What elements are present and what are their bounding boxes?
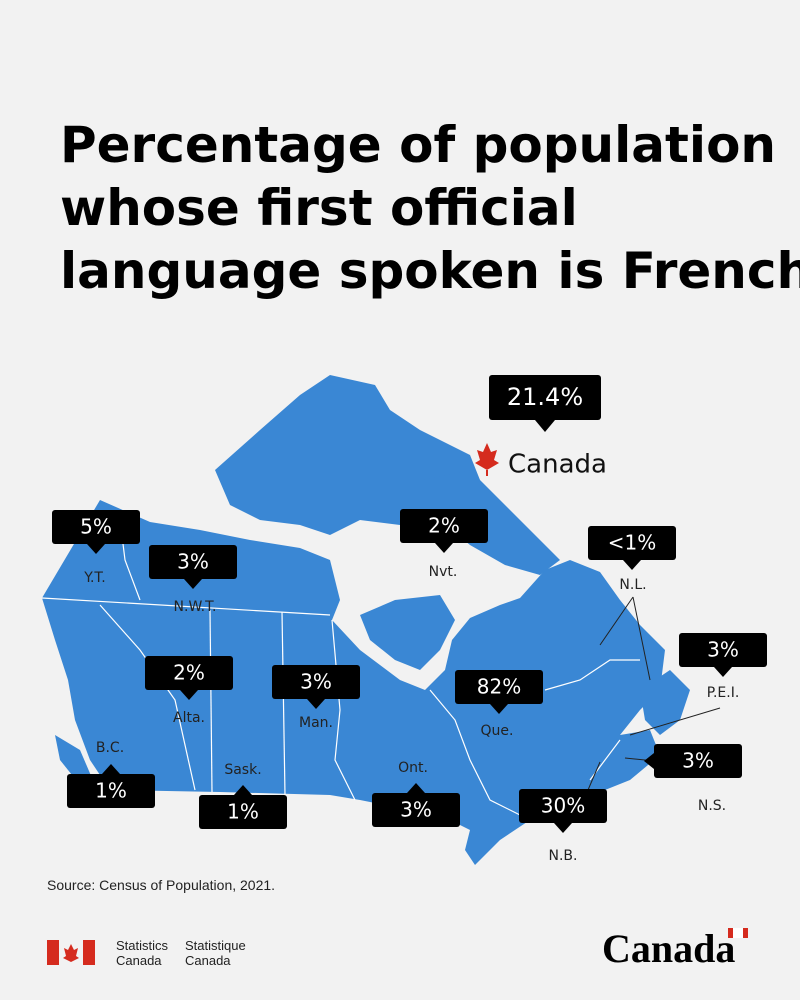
callout-box bbox=[145, 656, 233, 690]
callout-pointer bbox=[490, 704, 508, 714]
title-line: whose first official bbox=[60, 179, 578, 237]
region-name: Y.T. bbox=[83, 570, 106, 586]
region-name: N.B. bbox=[549, 848, 578, 864]
leader-line bbox=[629, 707, 721, 736]
callout-box bbox=[654, 744, 742, 778]
region-name: Alta. bbox=[173, 710, 205, 726]
logo-text: Canada bbox=[116, 953, 162, 968]
canada-value: 21.4% bbox=[507, 383, 583, 411]
region-name: Que. bbox=[481, 723, 514, 739]
callout-pointer bbox=[180, 690, 198, 700]
region-value: 82% bbox=[477, 675, 521, 699]
callout-box bbox=[588, 526, 676, 560]
callout-box bbox=[272, 665, 360, 699]
vancouver-island bbox=[55, 735, 95, 785]
region-value: 5% bbox=[80, 515, 112, 539]
region-name: N.L. bbox=[619, 577, 646, 593]
region-value: 2% bbox=[173, 661, 205, 685]
callout-pointer bbox=[184, 579, 202, 589]
region-value: 30% bbox=[541, 794, 585, 818]
callout-pointer bbox=[87, 544, 105, 554]
region-name: Sask. bbox=[224, 762, 261, 778]
leader-line bbox=[599, 596, 651, 681]
logo-text: Statistique bbox=[185, 938, 246, 953]
callout-box bbox=[455, 670, 543, 704]
border bbox=[209, 609, 213, 793]
region-value: 1% bbox=[227, 800, 259, 824]
region-name: N.W.T. bbox=[174, 599, 217, 615]
region-callouts: 5% Y.T. 3% N.W.T. 2% Nvt. <1% N.L. 3% P.E.I. 2% Alt… bbox=[52, 509, 767, 864]
title-line: language spoken is French bbox=[60, 242, 800, 300]
source: Source: Census of Population, 2021. bbox=[47, 877, 275, 893]
flag-leaf bbox=[63, 944, 79, 962]
callout-pointer bbox=[102, 764, 120, 774]
leader-line bbox=[587, 761, 601, 791]
callout-pointer bbox=[554, 823, 572, 833]
region-value: 3% bbox=[177, 550, 209, 574]
region-value: 3% bbox=[682, 749, 714, 773]
callout-box bbox=[52, 510, 140, 544]
callout-pointer bbox=[714, 667, 732, 677]
callout-box bbox=[149, 545, 237, 579]
region-name: Ont. bbox=[398, 760, 428, 776]
region-value: 2% bbox=[428, 514, 460, 538]
callout-box bbox=[372, 793, 460, 827]
callout-pointer bbox=[407, 783, 425, 793]
region-name: Man. bbox=[299, 715, 333, 731]
arctic-islands bbox=[215, 375, 480, 535]
logo: Statistics Canada Statistique Canada bbox=[47, 938, 246, 968]
callout-box bbox=[400, 509, 488, 543]
logo-text: Statistics bbox=[116, 938, 169, 953]
region-value: <1% bbox=[608, 531, 657, 555]
callout-pointer bbox=[535, 420, 555, 432]
flag-band bbox=[47, 940, 59, 965]
region-value: 3% bbox=[400, 798, 432, 822]
callout-pointer bbox=[644, 753, 654, 769]
newfoundland bbox=[640, 670, 690, 735]
border bbox=[281, 611, 286, 796]
callout-box bbox=[519, 789, 607, 823]
border bbox=[429, 689, 531, 821]
title-line: Percentage of population bbox=[60, 116, 776, 174]
baffin-island bbox=[420, 470, 560, 575]
logo-text: Canada bbox=[185, 953, 231, 968]
callout-pointer bbox=[307, 699, 325, 709]
callout-box bbox=[679, 633, 767, 667]
maple-leaf bbox=[475, 443, 499, 476]
callout-pointer bbox=[234, 785, 252, 795]
national-callout: 21.4% Canada bbox=[475, 375, 607, 480]
callout-box bbox=[67, 774, 155, 808]
wordmark-text: Canada bbox=[602, 926, 735, 971]
region-value: 3% bbox=[300, 670, 332, 694]
canada-name: Canada bbox=[508, 450, 607, 480]
callout-box bbox=[199, 795, 287, 829]
callout-box bbox=[489, 375, 601, 420]
wordmark: Canada bbox=[602, 926, 748, 971]
callout-pointer bbox=[435, 543, 453, 553]
region-name: P.E.I. bbox=[707, 685, 740, 701]
region-name: N.S. bbox=[698, 798, 726, 814]
callout-pointer bbox=[623, 560, 641, 570]
region-value: 1% bbox=[95, 779, 127, 803]
region-value: 3% bbox=[707, 638, 739, 662]
region-name: B.C. bbox=[96, 740, 124, 756]
region-name: Nvt. bbox=[429, 564, 458, 580]
flag-band bbox=[83, 940, 95, 965]
border bbox=[544, 659, 640, 691]
wordmark-flag bbox=[733, 928, 743, 938]
